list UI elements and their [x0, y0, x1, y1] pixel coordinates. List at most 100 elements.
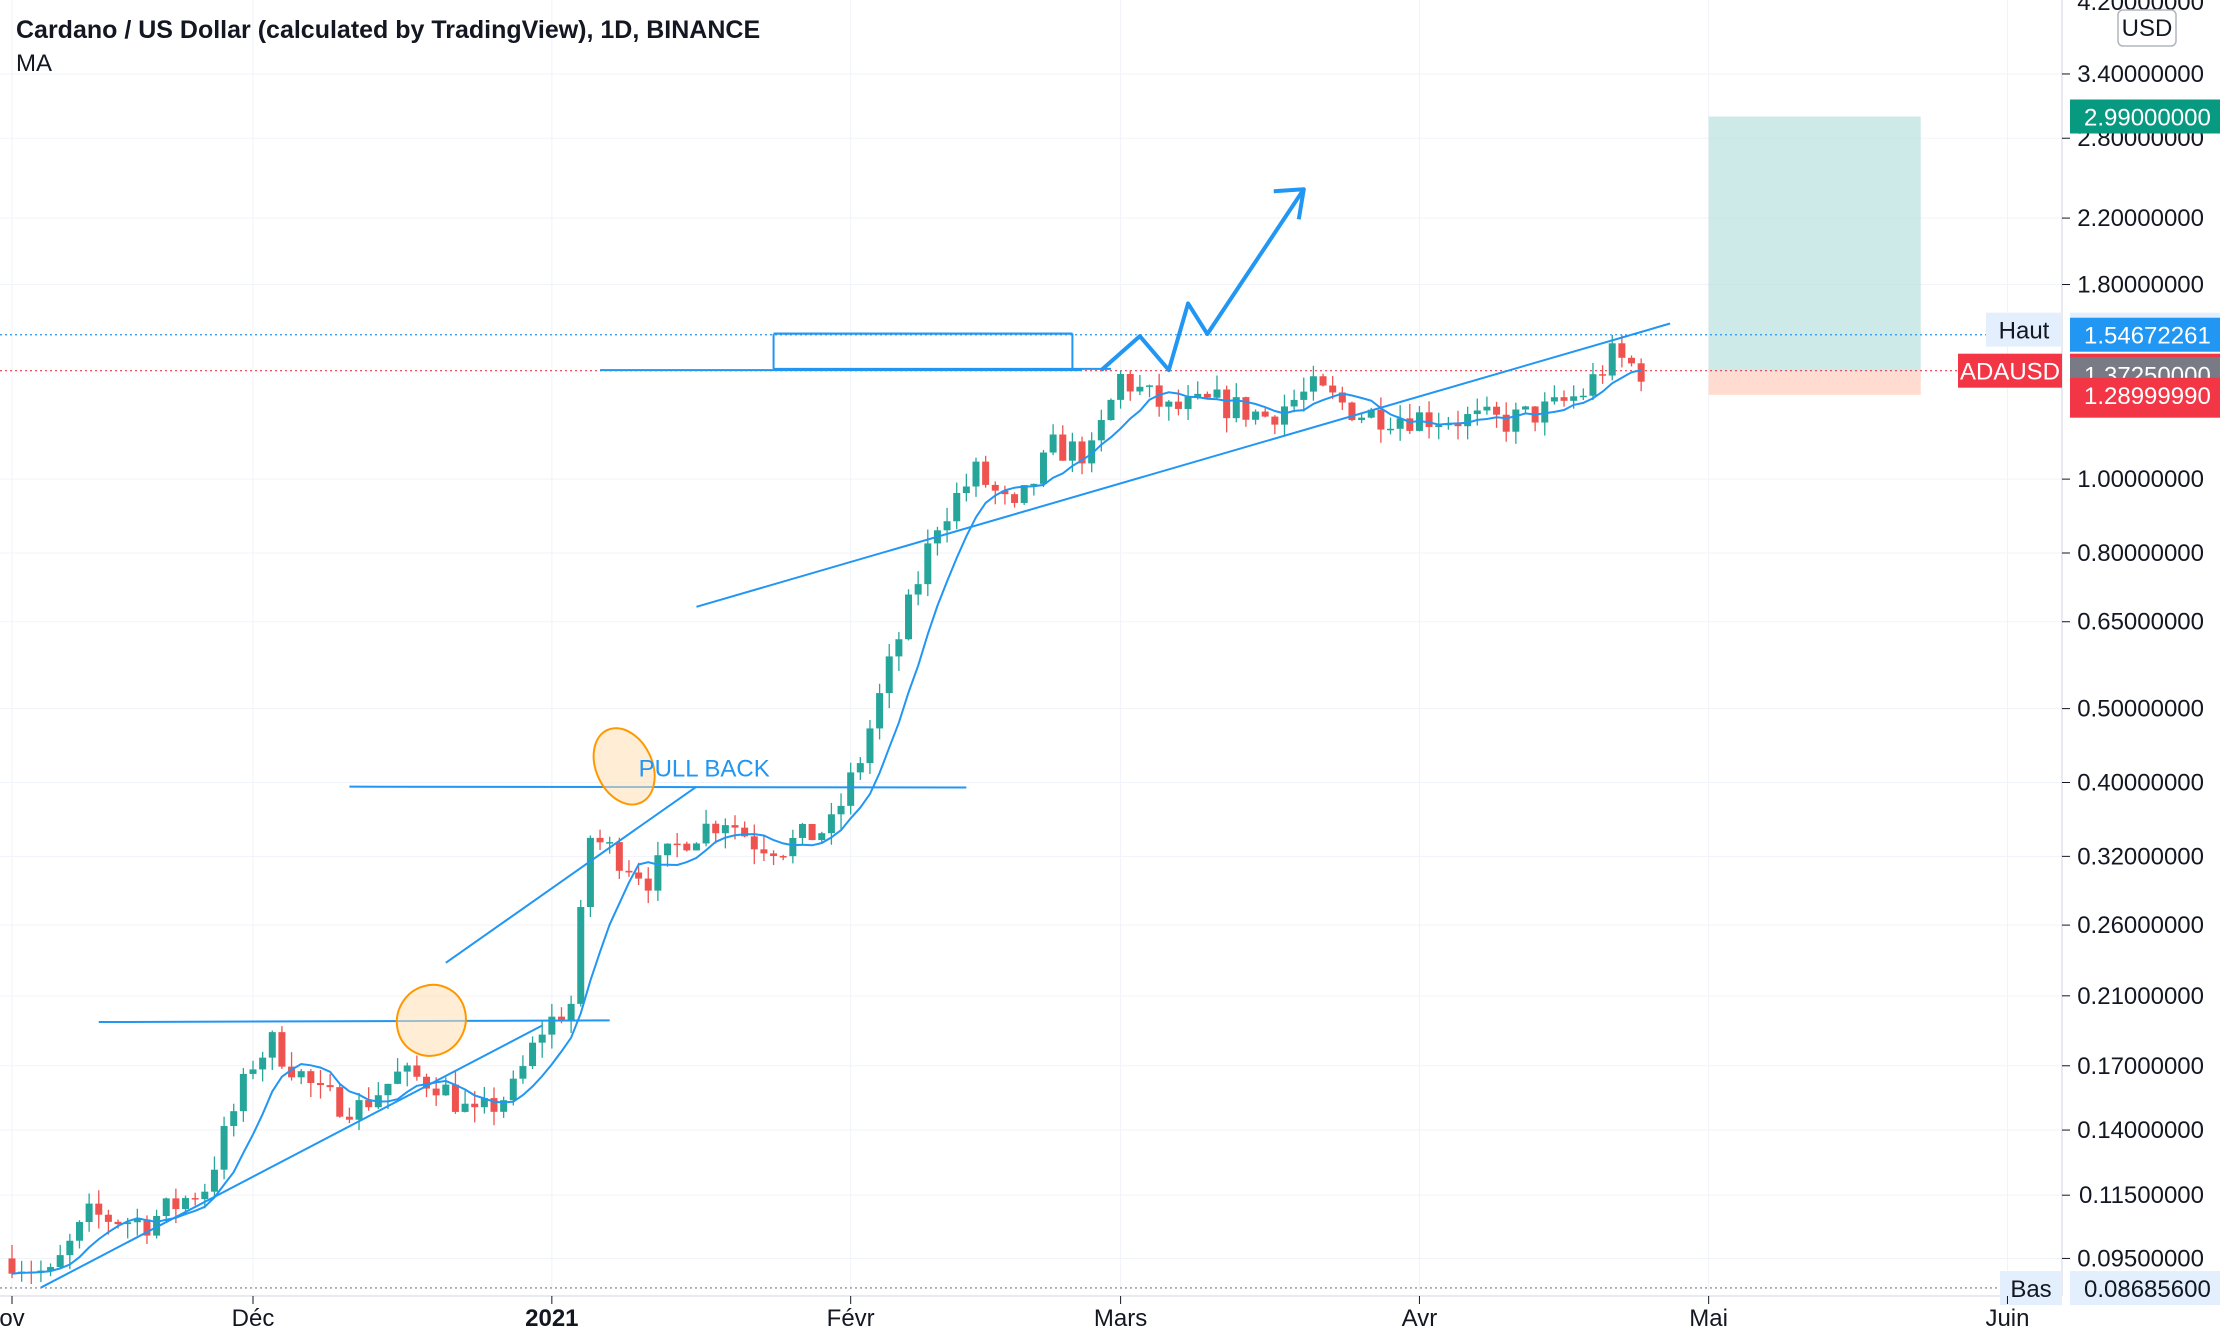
price-tag-label-bg: [1986, 312, 2062, 347]
candle-body: [1097, 420, 1105, 441]
price-tag-label-bg: [2000, 1271, 2062, 1306]
candle-body: [230, 1111, 238, 1127]
candle-body: [355, 1100, 363, 1120]
candle-body: [124, 1222, 132, 1225]
candle-body: [1406, 418, 1414, 431]
time-axis[interactable]: [0, 1296, 2228, 1344]
candle-body: [1570, 396, 1578, 401]
candle-body: [1329, 385, 1337, 393]
candle-body: [548, 1016, 556, 1035]
candle-body: [1213, 389, 1221, 398]
candle-body: [1165, 401, 1173, 407]
candle-body: [1387, 428, 1395, 431]
candle-body: [1126, 373, 1134, 392]
trendline-1: [40, 1024, 543, 1289]
candle-body: [924, 543, 932, 585]
candle-body: [1300, 391, 1308, 400]
y-tick-label: 2.20000000: [2077, 205, 2204, 232]
x-tick-label: 2021: [525, 1305, 578, 1332]
candle-body: [596, 837, 604, 843]
candle-body: [85, 1203, 93, 1223]
candle-body: [635, 872, 643, 879]
candle-body: [1290, 399, 1298, 407]
candle-body: [288, 1066, 296, 1078]
candle-body: [461, 1103, 469, 1112]
candle-body: [394, 1071, 402, 1084]
candle-body: [760, 849, 768, 854]
candle-body: [8, 1258, 16, 1274]
candle-body: [326, 1085, 334, 1088]
candle-body: [856, 763, 864, 773]
candle-body: [345, 1116, 353, 1120]
candle-body: [1107, 399, 1115, 421]
y-tick-label: 0.50000000: [2077, 696, 2204, 723]
candle-body: [413, 1065, 421, 1077]
candle-body: [1184, 396, 1192, 409]
candle-body: [114, 1221, 122, 1225]
candle-body: [1271, 416, 1279, 425]
trendline-3: [696, 322, 1671, 608]
y-tick-label: 0.32000000: [2077, 843, 2204, 870]
candle-body: [1252, 411, 1260, 420]
candle-body: [47, 1267, 55, 1271]
candle-body: [220, 1126, 228, 1170]
candle-body: [66, 1240, 74, 1256]
candle-body: [557, 1016, 565, 1022]
y-tick-label: 0.11500000: [2079, 1182, 2204, 1209]
moving-average-line: [11, 369, 1642, 1275]
y-tick-label: 1.00000000: [2077, 466, 2204, 493]
resistance-line-2: [349, 785, 967, 789]
price-tag-label: Haut: [1999, 318, 2050, 345]
candle-body: [914, 584, 922, 595]
x-tick-label: Févr: [827, 1305, 875, 1332]
candle-body: [268, 1032, 276, 1058]
x-tick-label: Mai: [1689, 1305, 1728, 1332]
trendline-2: [445, 785, 698, 964]
pullback-annotation: PULL BACK: [639, 755, 770, 782]
candle-body: [683, 843, 691, 851]
candle-body: [1117, 373, 1125, 400]
candle-body: [143, 1219, 151, 1236]
y-tick-label: 0.14000000: [2077, 1117, 2204, 1144]
candle-body: [673, 843, 681, 846]
candle-body: [577, 907, 585, 1004]
candle-body: [500, 1100, 508, 1112]
candle-body: [905, 594, 913, 640]
candle-body: [153, 1215, 161, 1236]
x-tick-label: Avr: [1402, 1305, 1438, 1332]
stop-zone: [1708, 370, 1921, 395]
candle-body: [1068, 441, 1076, 461]
candle-body: [567, 1003, 575, 1022]
candle-body: [1049, 434, 1057, 453]
y-tick-label: 0.65000000: [2077, 609, 2204, 636]
candle-body: [750, 836, 758, 850]
candle-body: [480, 1098, 488, 1108]
price-axis[interactable]: [2062, 0, 2228, 1344]
candle-body: [307, 1071, 315, 1083]
y-tick-label: 1.80000000: [2077, 272, 2204, 299]
candle-body: [818, 833, 826, 841]
candle-body: [1589, 374, 1597, 396]
resistance-line-1: [98, 1019, 610, 1024]
y-tick-label: 0.09500000: [2077, 1245, 2204, 1272]
candle-body: [702, 823, 710, 844]
candle-body: [692, 843, 700, 851]
candle-body: [182, 1198, 190, 1210]
candle-body: [991, 484, 999, 491]
candle-body: [259, 1057, 267, 1070]
candle-body: [403, 1065, 411, 1072]
candle-body: [172, 1198, 180, 1210]
currency-button[interactable]: [2117, 9, 2177, 47]
candle-body: [1493, 406, 1501, 415]
candle-body: [1396, 418, 1404, 429]
candle-body: [1309, 376, 1317, 392]
candle-body: [249, 1069, 257, 1074]
candle-body: [201, 1191, 209, 1200]
forecast-arrow-head: [1273, 187, 1306, 220]
indicator-label[interactable]: MA: [16, 50, 52, 77]
candle-body: [1560, 397, 1568, 401]
candle-body: [191, 1198, 199, 1200]
candle-body: [133, 1219, 141, 1223]
